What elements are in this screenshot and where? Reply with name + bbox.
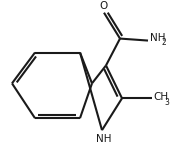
Text: NH: NH: [150, 33, 165, 43]
Text: NH: NH: [96, 134, 111, 144]
Text: CH: CH: [153, 92, 168, 102]
Text: 3: 3: [165, 98, 169, 107]
Text: O: O: [100, 1, 108, 11]
Text: 2: 2: [162, 38, 167, 47]
